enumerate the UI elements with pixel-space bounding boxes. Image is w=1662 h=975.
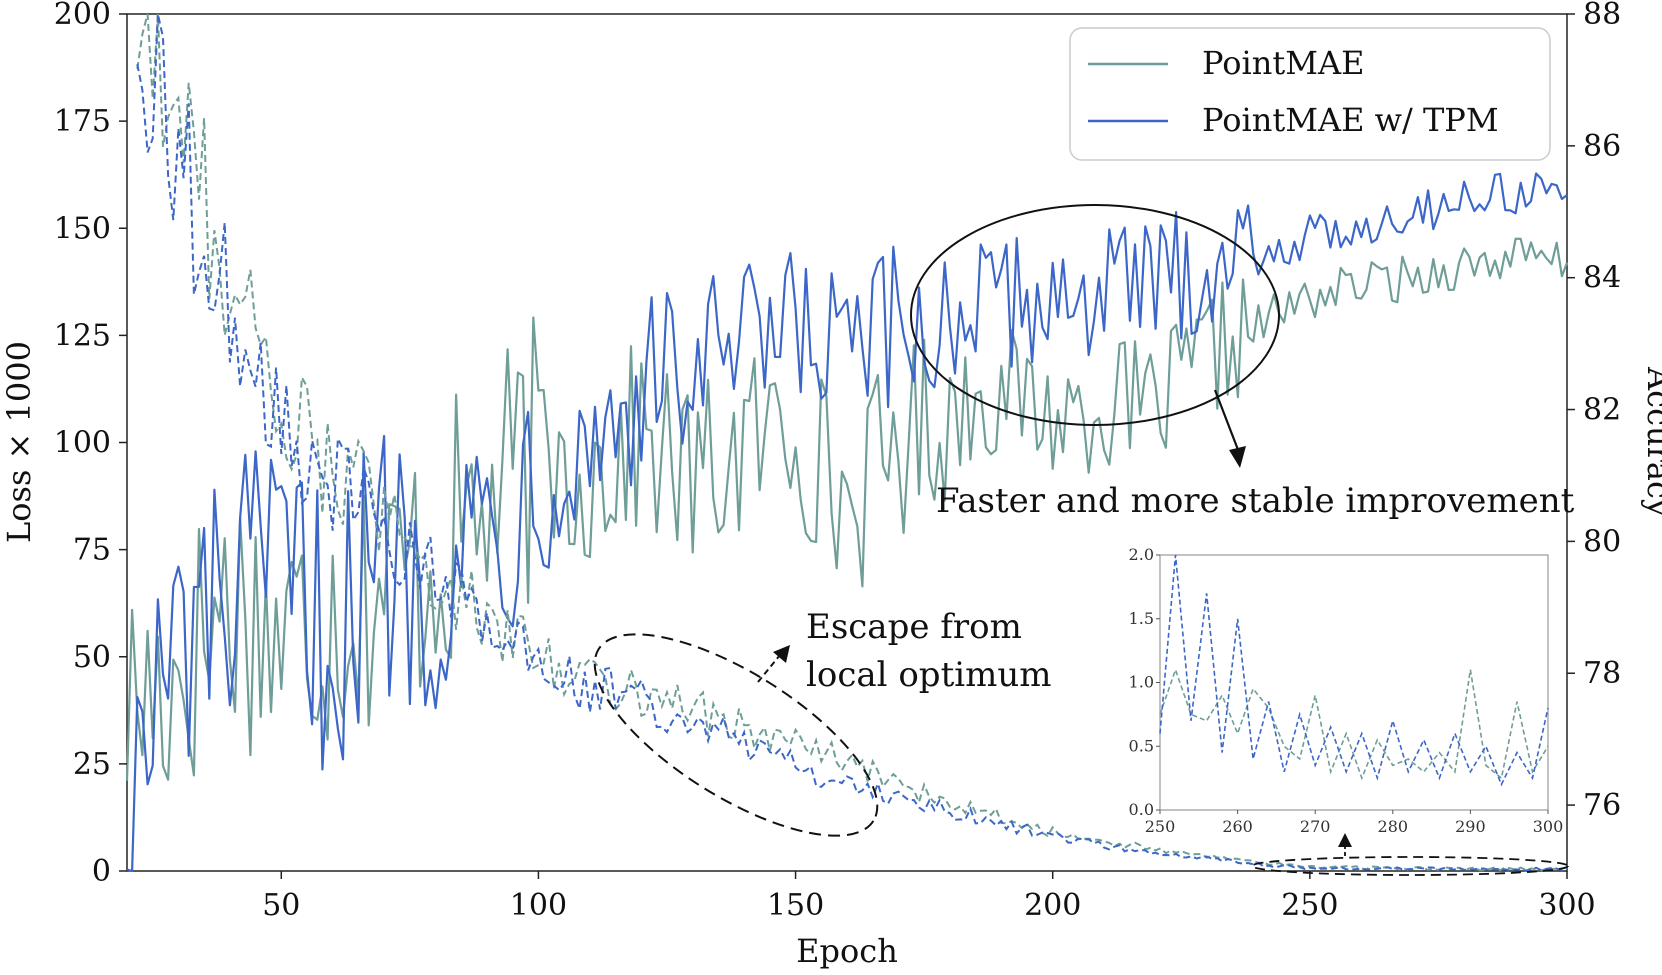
inset-ticks: 250 260 270 280 290 300 0.0 0.5 1.0 1.5 2.0 xyxy=(1129,545,1564,836)
escape-annotation-line2: local optimum xyxy=(806,655,1052,695)
y-right-tick-label: 78 xyxy=(1583,656,1621,691)
legend: PointMAE PointMAE w/ TPM xyxy=(1069,27,1551,161)
x-axis-label: Epoch xyxy=(796,932,898,970)
inset-line-tpm xyxy=(1159,554,1549,787)
y-right-tick-label: 80 xyxy=(1583,524,1621,559)
escape-arrowhead xyxy=(773,645,790,663)
x-tick-label: 50 xyxy=(262,888,300,923)
y-left-tick-label: 125 xyxy=(54,318,111,353)
improvement-arrowhead xyxy=(1229,446,1246,468)
y-left-tick-label: 0 xyxy=(92,854,111,889)
y-left-tick-label: 100 xyxy=(54,426,111,461)
x-tick-label: 200 xyxy=(1024,888,1081,923)
y-left-tick-label: 75 xyxy=(73,533,111,568)
escape-arrow xyxy=(757,654,781,683)
inset-y-tick-label: 2.0 xyxy=(1129,545,1154,564)
legend-label-pointmae: PointMAE xyxy=(1202,44,1364,82)
inset-y-tick-label: 0.5 xyxy=(1129,736,1154,755)
y-right-tick-label: 86 xyxy=(1583,129,1621,164)
escape-annotation-line1: Escape from xyxy=(806,607,1022,647)
inset-x-tick-label: 270 xyxy=(1300,817,1331,836)
improvement-ellipse xyxy=(910,204,1280,426)
improvement-annotation: Faster and more stable improvement xyxy=(936,481,1575,521)
inset-frame xyxy=(1159,554,1549,811)
zoom-region-ellipse xyxy=(1251,856,1569,876)
y-axis-label-right: Accuracy xyxy=(1640,366,1662,517)
escape-ellipse xyxy=(593,633,879,837)
accuracy-line-tpm xyxy=(126,172,1568,873)
y-right-tick-label: 88 xyxy=(1583,0,1621,32)
axis-ticks: 50 100 150 200 250 300 0 25 50 75 100 125 150 175 200 7… xyxy=(54,0,1621,923)
inset-y-tick-label: 1.0 xyxy=(1129,673,1154,692)
loss-lines xyxy=(136,13,1568,872)
legend-label-tpm: PointMAE w/ TPM xyxy=(1202,101,1499,139)
y-right-tick-label: 84 xyxy=(1583,261,1621,296)
inset-x-tick-label: 250 xyxy=(1145,817,1176,836)
accuracy-lines xyxy=(125,172,1569,873)
y-left-tick-label: 25 xyxy=(73,747,111,782)
inset-chart: 250 260 270 280 290 300 0.0 0.5 1.0 1.5 2.0 xyxy=(1129,545,1564,836)
x-tick-label: 150 xyxy=(767,888,824,923)
accuracy-line-pointmae xyxy=(125,237,1569,781)
inset-x-tick-label: 280 xyxy=(1378,817,1409,836)
y-left-tick-label: 150 xyxy=(54,211,111,246)
legend-box xyxy=(1069,27,1551,161)
y-left-tick-label: 200 xyxy=(54,0,111,32)
zoom-arrowhead xyxy=(1338,833,1352,847)
inset-y-tick-label: 1.5 xyxy=(1129,609,1154,628)
y-left-tick-label: 175 xyxy=(54,104,111,139)
x-tick-label: 300 xyxy=(1538,888,1595,923)
improvement-arrow xyxy=(1213,389,1242,456)
x-tick-label: 100 xyxy=(510,888,567,923)
y-right-tick-label: 76 xyxy=(1583,788,1621,823)
inset-x-tick-label: 300 xyxy=(1533,817,1564,836)
loss-line-tpm xyxy=(136,13,1568,872)
inset-y-tick-label: 0.0 xyxy=(1129,800,1154,819)
y-right-tick-label: 82 xyxy=(1583,393,1621,428)
x-tick-label: 250 xyxy=(1281,888,1338,923)
y-left-tick-label: 50 xyxy=(73,640,111,675)
inset-lines xyxy=(1159,554,1549,787)
y-axis-label-left: Loss × 1000 xyxy=(0,341,38,543)
inset-x-tick-label: 260 xyxy=(1222,817,1253,836)
inset-x-tick-label: 290 xyxy=(1455,817,1486,836)
